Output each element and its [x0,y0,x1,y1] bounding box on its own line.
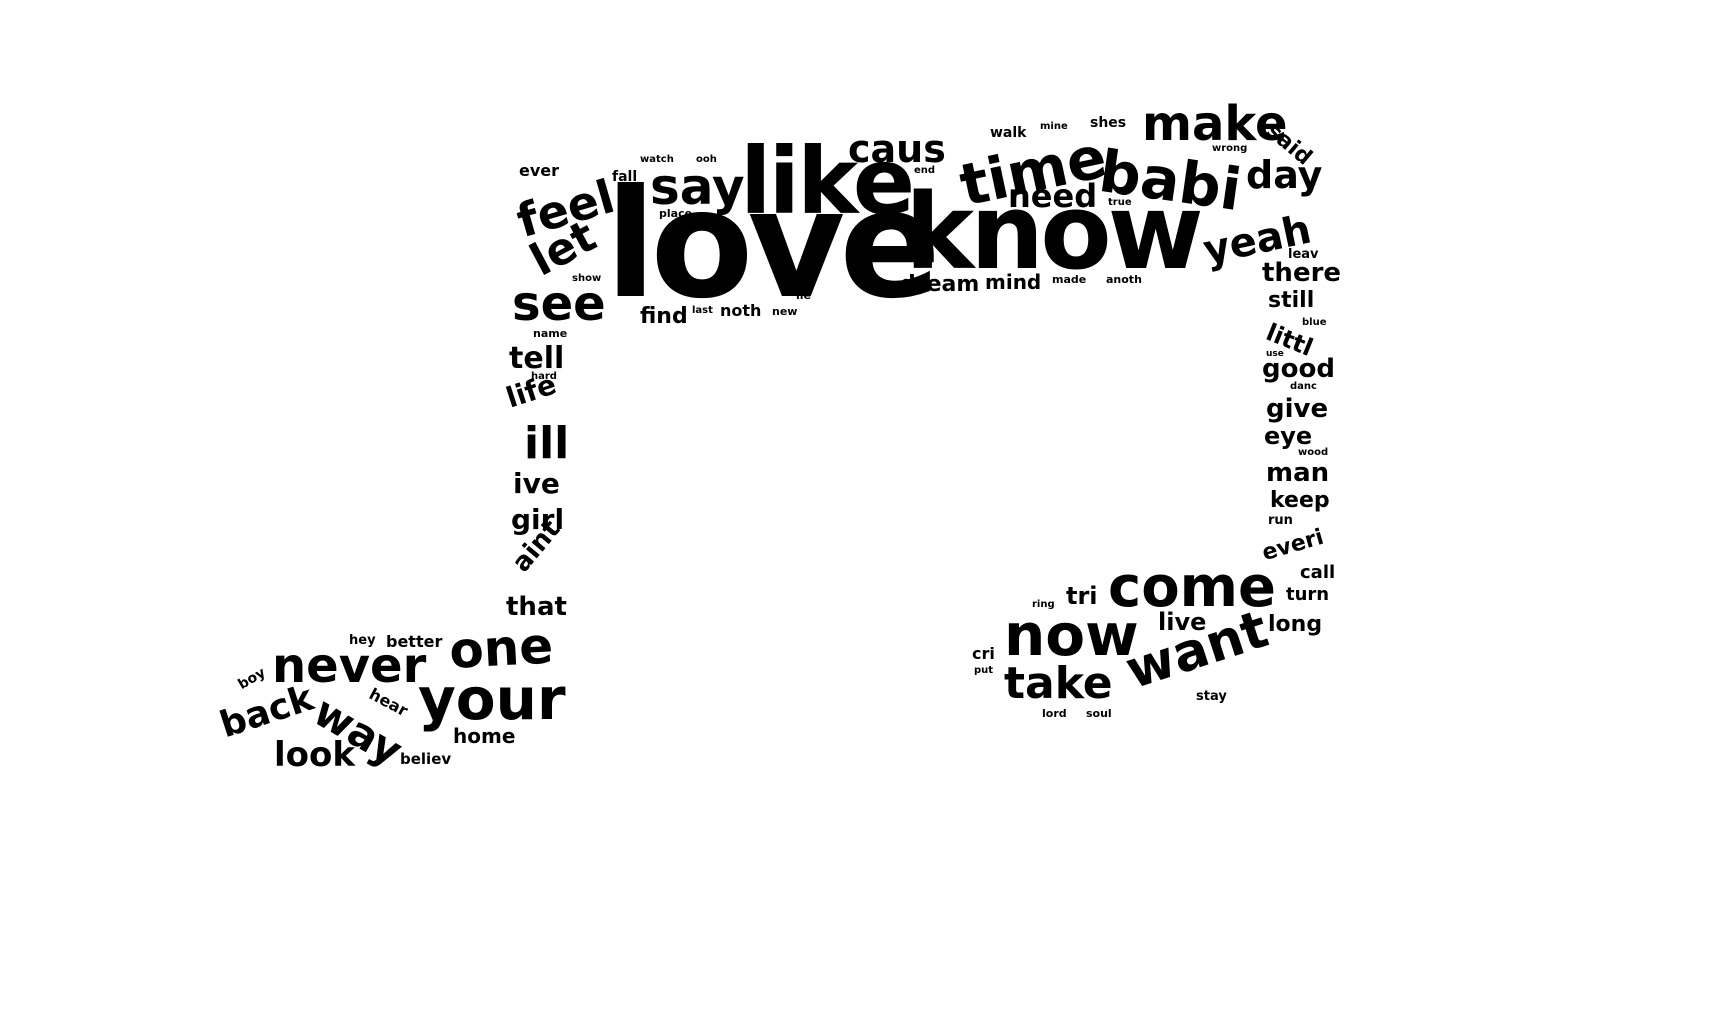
word-now: now [1004,601,1139,669]
word-leav: leav [1288,247,1319,262]
word-cri: cri [972,644,995,663]
word-call: call [1300,562,1336,583]
word-believ: believ [400,750,452,768]
word-run: run [1268,513,1293,528]
word-show: show [572,273,602,284]
word-like: like [740,128,915,235]
word-love: love [605,158,941,332]
word-walk: walk [990,125,1027,141]
word-give: give [1266,394,1329,424]
word-eye: eye [1264,422,1313,450]
word-last: last [692,305,713,316]
word-ever: ever [519,161,560,180]
word-name: name [533,327,568,340]
word-take: take [1004,658,1113,709]
word-make: make [1142,96,1288,152]
word-find: find [640,304,688,329]
word-live: live [1158,608,1207,636]
word-wood: wood [1298,447,1329,458]
word-boy: boy [235,664,269,693]
word-come: come [1108,555,1276,620]
word-soul: soul [1086,707,1112,720]
word-lord: lord [1042,707,1067,720]
word-shes: shes [1090,115,1127,131]
word-keep: keep [1270,488,1330,513]
word-girl: girl [511,503,565,536]
word-tell: tell [509,341,565,376]
word-your: your [418,665,566,733]
word-anoth: anoth [1106,273,1142,286]
word-blue: blue [1302,317,1327,328]
word-ive: ive [513,467,560,500]
word-dream: dream [900,272,980,297]
word-better: better [386,632,443,651]
word-lie: lie [796,289,812,302]
word-ill: ill [524,418,570,469]
word-made: made [1052,273,1087,286]
word-turn: turn [1286,584,1330,605]
word-see: see [512,276,606,332]
word-caus: caus [848,127,946,171]
word-wrong: wrong [1212,143,1248,154]
word-hard: hard [531,371,557,382]
word-noth: noth [720,301,762,320]
word-know: know [905,171,1204,293]
word-still: still [1268,288,1315,313]
word-long: long [1268,612,1323,637]
word-hey: hey [349,633,376,648]
word-home: home [453,724,516,748]
word-good: good [1262,354,1335,384]
word-end: end [914,165,936,176]
word-man: man [1266,458,1330,488]
word-need: need [1008,177,1098,215]
word-day: day [1246,153,1323,197]
word-say: say [650,158,745,216]
word-fall: fall [612,169,638,185]
word-that: that [506,592,567,622]
word-new: new [772,305,798,318]
word-put: put [974,665,994,676]
word-tri: tri [1066,582,1098,610]
word-look: look [274,735,355,775]
word-danc: danc [1290,381,1317,392]
word-there: there [1262,258,1342,288]
word-never: never [272,638,427,694]
word-mind: mind [985,270,1042,294]
word-ooh: ooh [696,154,717,165]
word-mine: mine [1040,121,1068,132]
word-use: use [1266,349,1284,359]
word-stay: stay [1196,689,1227,704]
word-place: place [659,207,693,220]
word-ring: ring [1032,599,1055,610]
word-true: true [1108,197,1132,208]
word-watch: watch [640,154,674,165]
